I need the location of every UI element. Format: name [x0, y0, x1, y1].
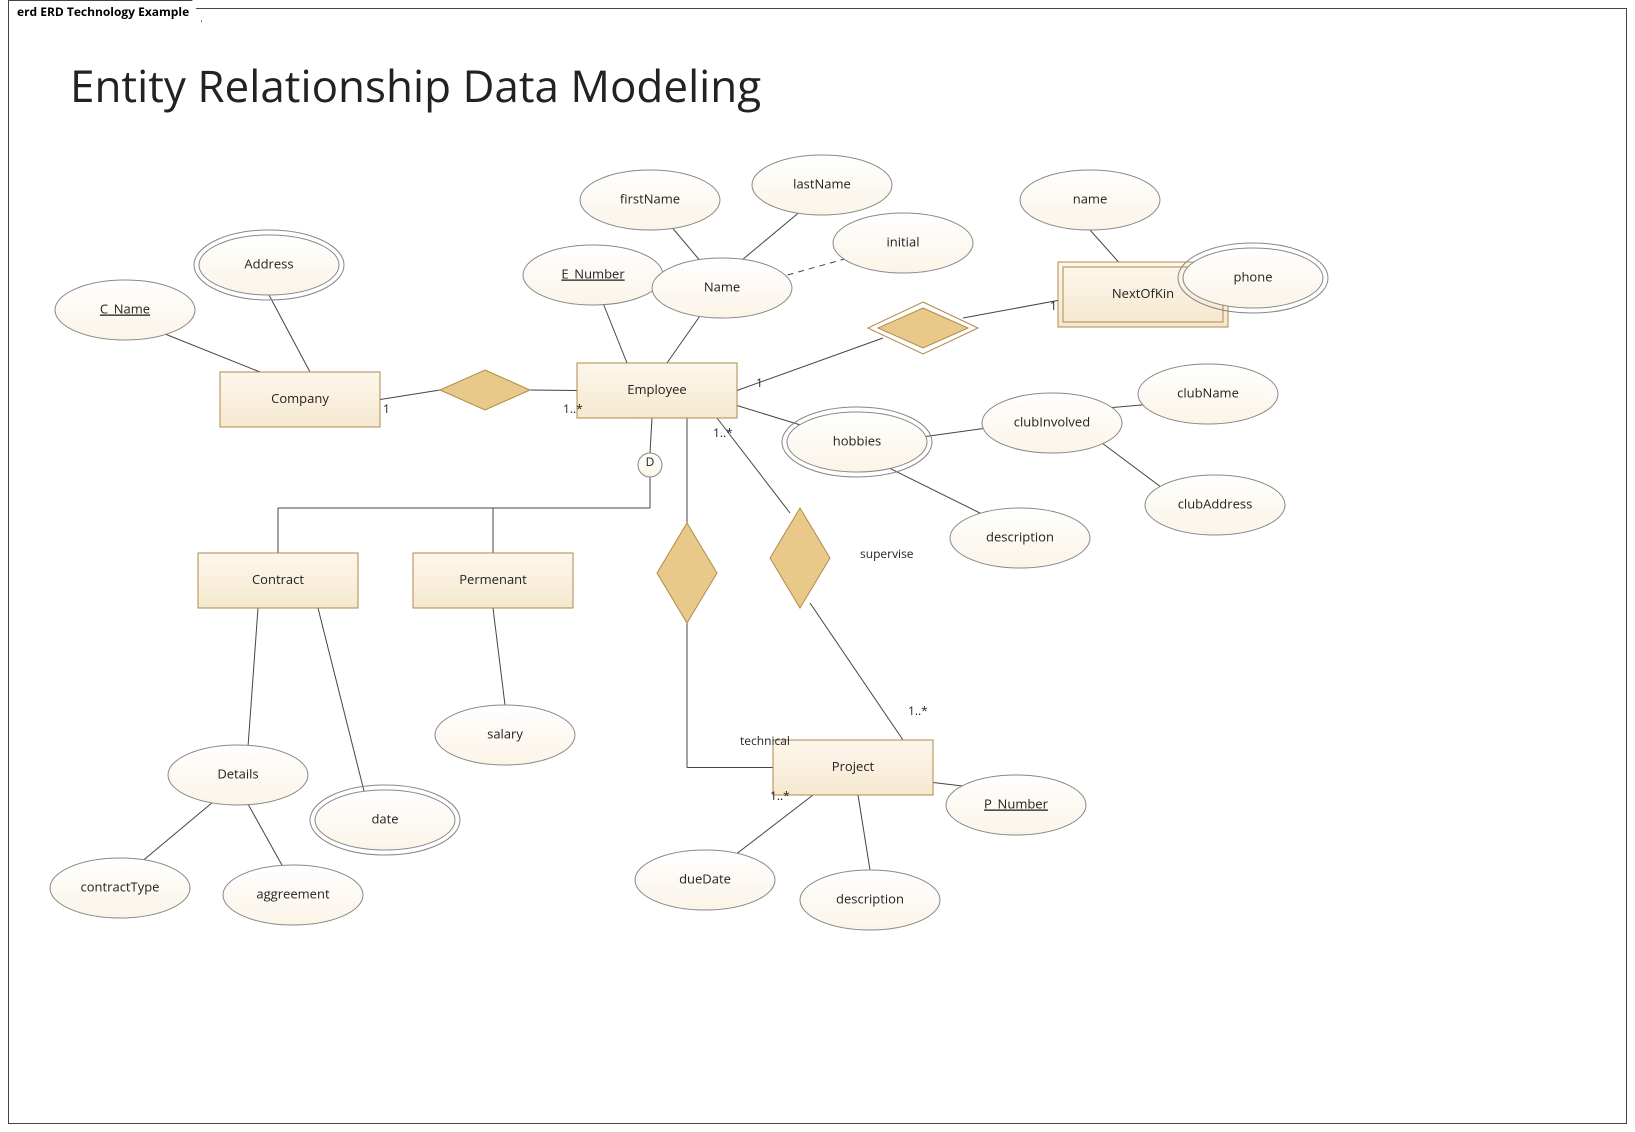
svg-text:aggreement: aggreement [256, 884, 330, 902]
svg-text:D: D [646, 453, 655, 470]
svg-text:description: description [836, 889, 904, 907]
svg-text:contractType: contractType [81, 877, 160, 895]
svg-text:1..*: 1..* [908, 702, 928, 719]
svg-text:NextOfKin: NextOfKin [1112, 284, 1174, 302]
svg-text:supervise: supervise [860, 545, 914, 562]
svg-text:1..*: 1..* [770, 787, 790, 804]
svg-text:phone: phone [1233, 267, 1272, 285]
svg-text:name: name [1073, 189, 1108, 207]
svg-text:Contract: Contract [252, 570, 304, 588]
diagram-frame: erd ERD Technology Example Entity Relati… [0, 0, 1635, 1132]
svg-text:clubInvolved: clubInvolved [1014, 412, 1090, 430]
svg-text:1..*: 1..* [713, 424, 733, 441]
svg-text:C_Name: C_Name [100, 299, 150, 317]
svg-text:Name: Name [704, 277, 740, 295]
svg-text:1: 1 [383, 400, 390, 417]
svg-text:1: 1 [756, 374, 763, 391]
svg-text:lastName: lastName [793, 174, 851, 192]
svg-text:Employee: Employee [627, 380, 686, 398]
svg-text:dueDate: dueDate [679, 869, 731, 887]
svg-text:Company: Company [271, 389, 329, 407]
svg-text:Permenant: Permenant [459, 570, 527, 588]
svg-text:Details: Details [217, 764, 258, 782]
svg-text:1: 1 [1050, 297, 1057, 314]
svg-text:date: date [371, 809, 398, 827]
svg-text:1..*: 1..* [563, 400, 583, 417]
svg-text:technical: technical [740, 732, 790, 749]
svg-text:Address: Address [244, 254, 293, 272]
svg-text:Project: Project [832, 757, 875, 775]
svg-text:firstName: firstName [620, 189, 680, 207]
svg-text:E_Number: E_Number [561, 264, 625, 282]
svg-text:hobbies: hobbies [833, 431, 881, 449]
svg-text:initial: initial [887, 232, 920, 250]
svg-text:clubName: clubName [1177, 383, 1239, 401]
svg-text:salary: salary [487, 724, 523, 742]
svg-text:clubAddress: clubAddress [1178, 494, 1253, 512]
diagram-canvas: Company Employee NextOfKin Contract Permenan… [0, 0, 1635, 1132]
svg-text:P_Number: P_Number [984, 794, 1049, 812]
svg-text:description: description [986, 527, 1054, 545]
